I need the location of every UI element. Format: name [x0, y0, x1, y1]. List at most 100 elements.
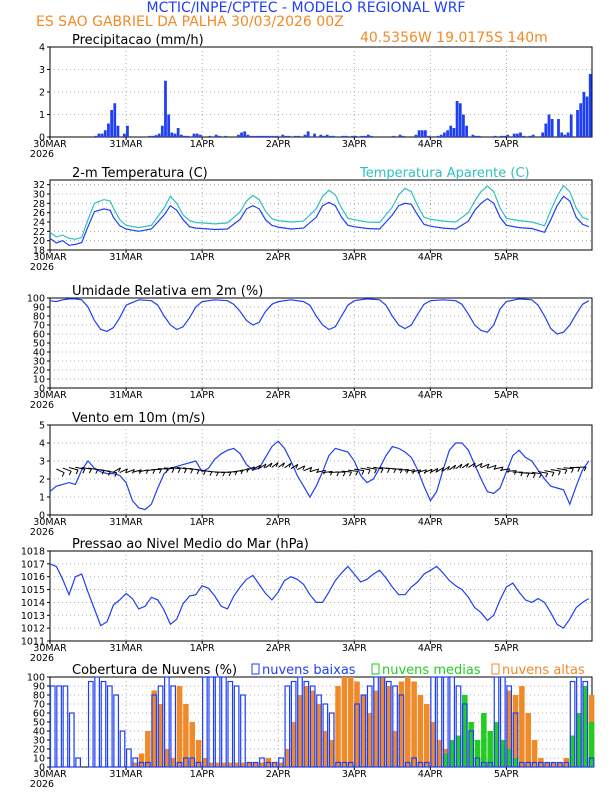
precip-bar: [588, 74, 592, 137]
precip-bar: [154, 135, 158, 137]
precip-bar: [148, 135, 152, 137]
rh-ytick-label: 70: [33, 321, 45, 332]
precip-bar: [198, 134, 202, 137]
cloud-high-bar: [316, 704, 322, 767]
precip-bar: [176, 128, 180, 137]
precip-bar: [183, 135, 186, 137]
precip-xtick-label: 4APR: [418, 139, 443, 150]
precip-bar: [265, 135, 269, 137]
cloud-ytick-label: 90: [33, 682, 45, 693]
cloud-high-bar: [404, 677, 411, 767]
wind-panel: 30MAR 31MAR 1APR 2APR 3APR 4APR 5APR 2026 0 1 2 3 4 5…: [30, 411, 593, 538]
cloud-legend-label: nuvens medias: [382, 663, 481, 678]
rh-ytick-label: 80: [33, 312, 45, 323]
precip-bar: [94, 135, 98, 137]
header-title: MCTIC/INPE/CPTEC - MODELO REGIONAL WRF: [147, 0, 466, 16]
cloud-low-bar: [195, 761, 202, 768]
cloud-low-bar: [144, 761, 151, 768]
cloud-low-bar: [252, 761, 259, 768]
precip-bar: [458, 103, 462, 137]
cloud-high-bar: [214, 762, 221, 767]
precip-bar: [585, 96, 589, 137]
wind-barb: [493, 466, 504, 470]
precip-bar: [414, 134, 418, 137]
wind-barb-flag: [165, 468, 169, 474]
cloud-mid-bar: [468, 722, 474, 767]
cloud-xtick-label: 1APR: [190, 769, 215, 780]
cloud-high-bar: [259, 762, 265, 767]
cloud-low-bar: [259, 757, 265, 768]
wind-barb-flag: [551, 472, 555, 477]
cloud-high-bar: [328, 740, 335, 767]
cloud-low-bar: [518, 761, 525, 768]
rh-xtick-label: 30MAR: [33, 390, 67, 401]
wind-barb: [480, 463, 490, 469]
cloud-legend-label: nuvens altas: [502, 663, 585, 678]
precip-bar: [465, 125, 468, 137]
cloud-high-bar: [525, 713, 531, 767]
cloud-mid-bar: [462, 695, 468, 767]
wind-barb: [290, 463, 299, 470]
wind-barb-flag: [114, 472, 118, 477]
precip-bar: [449, 125, 453, 137]
wind-frame: [49, 424, 593, 516]
cloud-low-bar: [347, 761, 354, 768]
precip-bar: [579, 103, 583, 137]
temp-year-label: 2026: [30, 262, 54, 273]
wind-barb: [119, 468, 128, 474]
rh-ytick-label: 10: [33, 375, 45, 386]
wind-barb-flag: [88, 468, 92, 474]
wind-xtick-label: 1APR: [190, 517, 215, 528]
wind-xtick-label: 30MAR: [33, 517, 67, 528]
wind-ytick-label: 2: [39, 475, 45, 486]
cloud-mid-bar: [493, 722, 500, 767]
wind-barb: [487, 464, 497, 469]
wind-barb: [354, 468, 365, 472]
pres-ytick-label: 1015: [21, 585, 45, 596]
precip-bar: [522, 135, 526, 137]
precip-year-label: 2026: [30, 149, 54, 160]
header-station: ES SAO GABRIEL DA PALHA 30/03/2026 00Z: [36, 14, 344, 30]
precip-bar: [455, 101, 459, 137]
wind-xtick-label: 4APR: [418, 517, 443, 528]
cloud-low-bar: [303, 680, 310, 768]
wind-barb: [309, 468, 319, 473]
cloud-xtick-label: 30MAR: [33, 769, 67, 780]
cloud-high-bar: [411, 681, 417, 767]
precip-bar: [287, 135, 291, 137]
cloud-high-bar: [512, 695, 519, 767]
cloud-low-bar: [297, 676, 303, 768]
cloud-high-bar: [379, 677, 386, 767]
cloud-ytick-label: 70: [33, 700, 45, 711]
cloud-mid-bar: [506, 749, 512, 767]
precip-bar: [259, 135, 262, 137]
temp-ytick-label: 30: [33, 190, 45, 201]
precip-xtick-label: 1APR: [190, 139, 215, 150]
wind-barb-flag: [583, 466, 587, 472]
wind-barb: [132, 469, 142, 473]
cloud-low-bar: [442, 676, 449, 768]
cloud-low-bar: [461, 703, 468, 768]
cloud-low-bar: [138, 761, 145, 768]
rh-xtick-label: 3APR: [342, 390, 367, 401]
temp-xtick-label: 4APR: [418, 252, 443, 263]
precip-ytick-label: 3: [39, 65, 45, 76]
wind-barb: [461, 462, 469, 469]
wind-barb: [296, 465, 306, 471]
precip-bar: [306, 131, 310, 137]
precip-bar: [157, 133, 161, 137]
wind-barb-flag: [367, 469, 371, 475]
cloud-high-bar: [151, 690, 157, 767]
cloud-high-bar: [278, 762, 284, 767]
cloud-high-bar: [354, 681, 360, 767]
cloud-high-bar: [189, 722, 196, 767]
wind-barb: [423, 468, 433, 474]
wind-barb-flag: [406, 469, 410, 474]
cloud-low-bar: [335, 761, 341, 768]
precip-bar: [262, 135, 266, 137]
cloud-ytick-label: 100: [27, 673, 45, 684]
cloud-mid-bar: [449, 740, 455, 767]
cloud-ytick-label: 20: [33, 745, 45, 756]
wind-barb-flag: [152, 469, 156, 474]
precip-bar: [563, 134, 567, 137]
